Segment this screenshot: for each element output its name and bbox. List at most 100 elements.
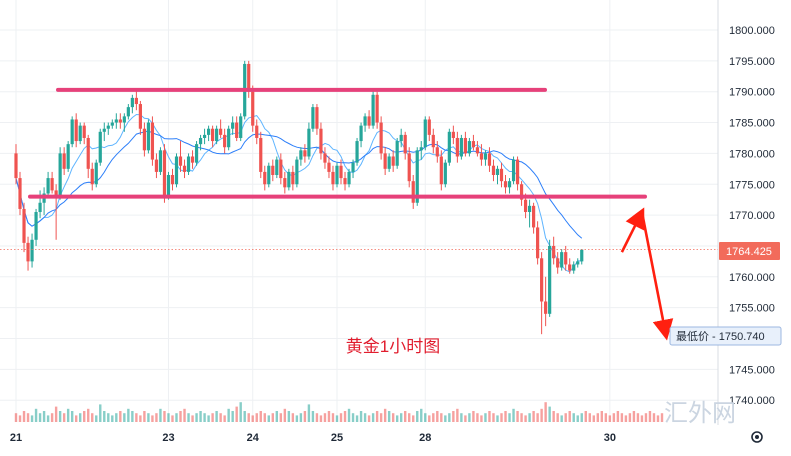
volume-bar [656, 415, 660, 422]
volume-bar [532, 411, 535, 422]
candle-body [467, 141, 472, 154]
candle-body [18, 178, 22, 209]
volume-bar [596, 413, 600, 422]
current-price-label: 1764.425 [726, 246, 772, 258]
volume-bar [540, 408, 543, 422]
volume-bar [135, 413, 138, 422]
volume-bar [311, 411, 315, 422]
candle-body [110, 122, 114, 126]
candle-body [122, 116, 126, 123]
candle-body [532, 205, 536, 228]
candle-body [455, 137, 459, 157]
volume-bar [275, 411, 279, 422]
candle-body [419, 147, 423, 151]
candle-body [158, 150, 163, 172]
candle-body [359, 125, 363, 142]
volume-bar [26, 413, 30, 422]
candle-body [407, 153, 411, 182]
candle-body [307, 128, 311, 157]
volume-bar [251, 415, 254, 422]
candle-body [50, 178, 54, 191]
candle-body [471, 141, 476, 148]
volume-bar [379, 413, 383, 422]
candle-body [451, 131, 455, 138]
volume-bar [111, 415, 114, 422]
volume-bar [167, 413, 170, 422]
candle-body [564, 252, 568, 265]
volume-bar [235, 406, 238, 422]
volume-bar [307, 404, 311, 422]
candle-body [206, 128, 211, 135]
candle-body [14, 153, 18, 179]
candle-body [548, 245, 552, 314]
candle-body [323, 153, 327, 163]
volume-bar [440, 413, 443, 422]
volume-bar [608, 415, 612, 422]
candle-body [271, 165, 275, 175]
candle-body [106, 125, 110, 129]
volume-bar [219, 413, 222, 422]
volume-bar [628, 413, 632, 422]
candle-body [303, 150, 307, 157]
volume-bar [496, 415, 499, 422]
volume-bar [452, 411, 455, 422]
candle-body [58, 153, 62, 197]
volume-bar [375, 411, 379, 422]
volume-bar [87, 408, 90, 422]
candle-body [223, 134, 227, 148]
volume-bar [580, 413, 583, 422]
volume-bar [187, 413, 190, 422]
volume-bar [231, 411, 234, 422]
volume-bar [560, 415, 563, 422]
volume-bar [476, 413, 479, 422]
candle-body [82, 125, 86, 138]
time-tick-label: 21 [10, 432, 22, 444]
candle-body [515, 159, 520, 185]
candle-body [275, 159, 279, 175]
candle-body [371, 94, 375, 126]
candle-body [355, 141, 359, 163]
candle-body [94, 162, 98, 185]
volume-bars [14, 402, 664, 422]
candle-body [142, 128, 146, 151]
volume-bar [58, 411, 62, 422]
volume-bar [215, 411, 218, 422]
volume-bar [500, 413, 503, 422]
candle-body [495, 168, 500, 175]
candle-body [283, 178, 287, 188]
volume-bar [568, 411, 571, 422]
settings-gear-icon[interactable] [751, 431, 763, 443]
candle-body [259, 137, 263, 172]
candle-body [556, 258, 560, 268]
volume-bar [147, 413, 150, 422]
candle-body [30, 239, 34, 262]
volume-bar [616, 411, 620, 422]
volume-bar [584, 411, 587, 422]
volume-bar [319, 415, 323, 422]
candle-body [483, 153, 488, 160]
volume-bar [283, 408, 287, 422]
volume-bar [195, 413, 198, 422]
support-resistance-lines [0, 87, 718, 250]
volume-bar [207, 415, 210, 422]
candle-body [22, 208, 26, 243]
price-tick-label: 1760.000 [729, 272, 775, 284]
candle-body [395, 141, 399, 166]
candle-body [487, 153, 492, 166]
volume-bar [203, 413, 206, 422]
volume-bar [291, 413, 295, 422]
candle-body [447, 131, 451, 163]
volume-bar [592, 415, 595, 422]
candle-body [90, 168, 94, 185]
volume-bar [504, 411, 507, 422]
moving-averages [15, 113, 583, 273]
volume-bar [50, 413, 54, 422]
candle-body [138, 104, 142, 129]
volume-bar [472, 411, 475, 422]
price-tick-label: 1790.000 [729, 87, 775, 99]
volume-bar [351, 413, 355, 422]
price-tick-label: 1785.000 [729, 118, 775, 130]
candle-body [194, 144, 199, 163]
volume-bar [66, 408, 70, 422]
